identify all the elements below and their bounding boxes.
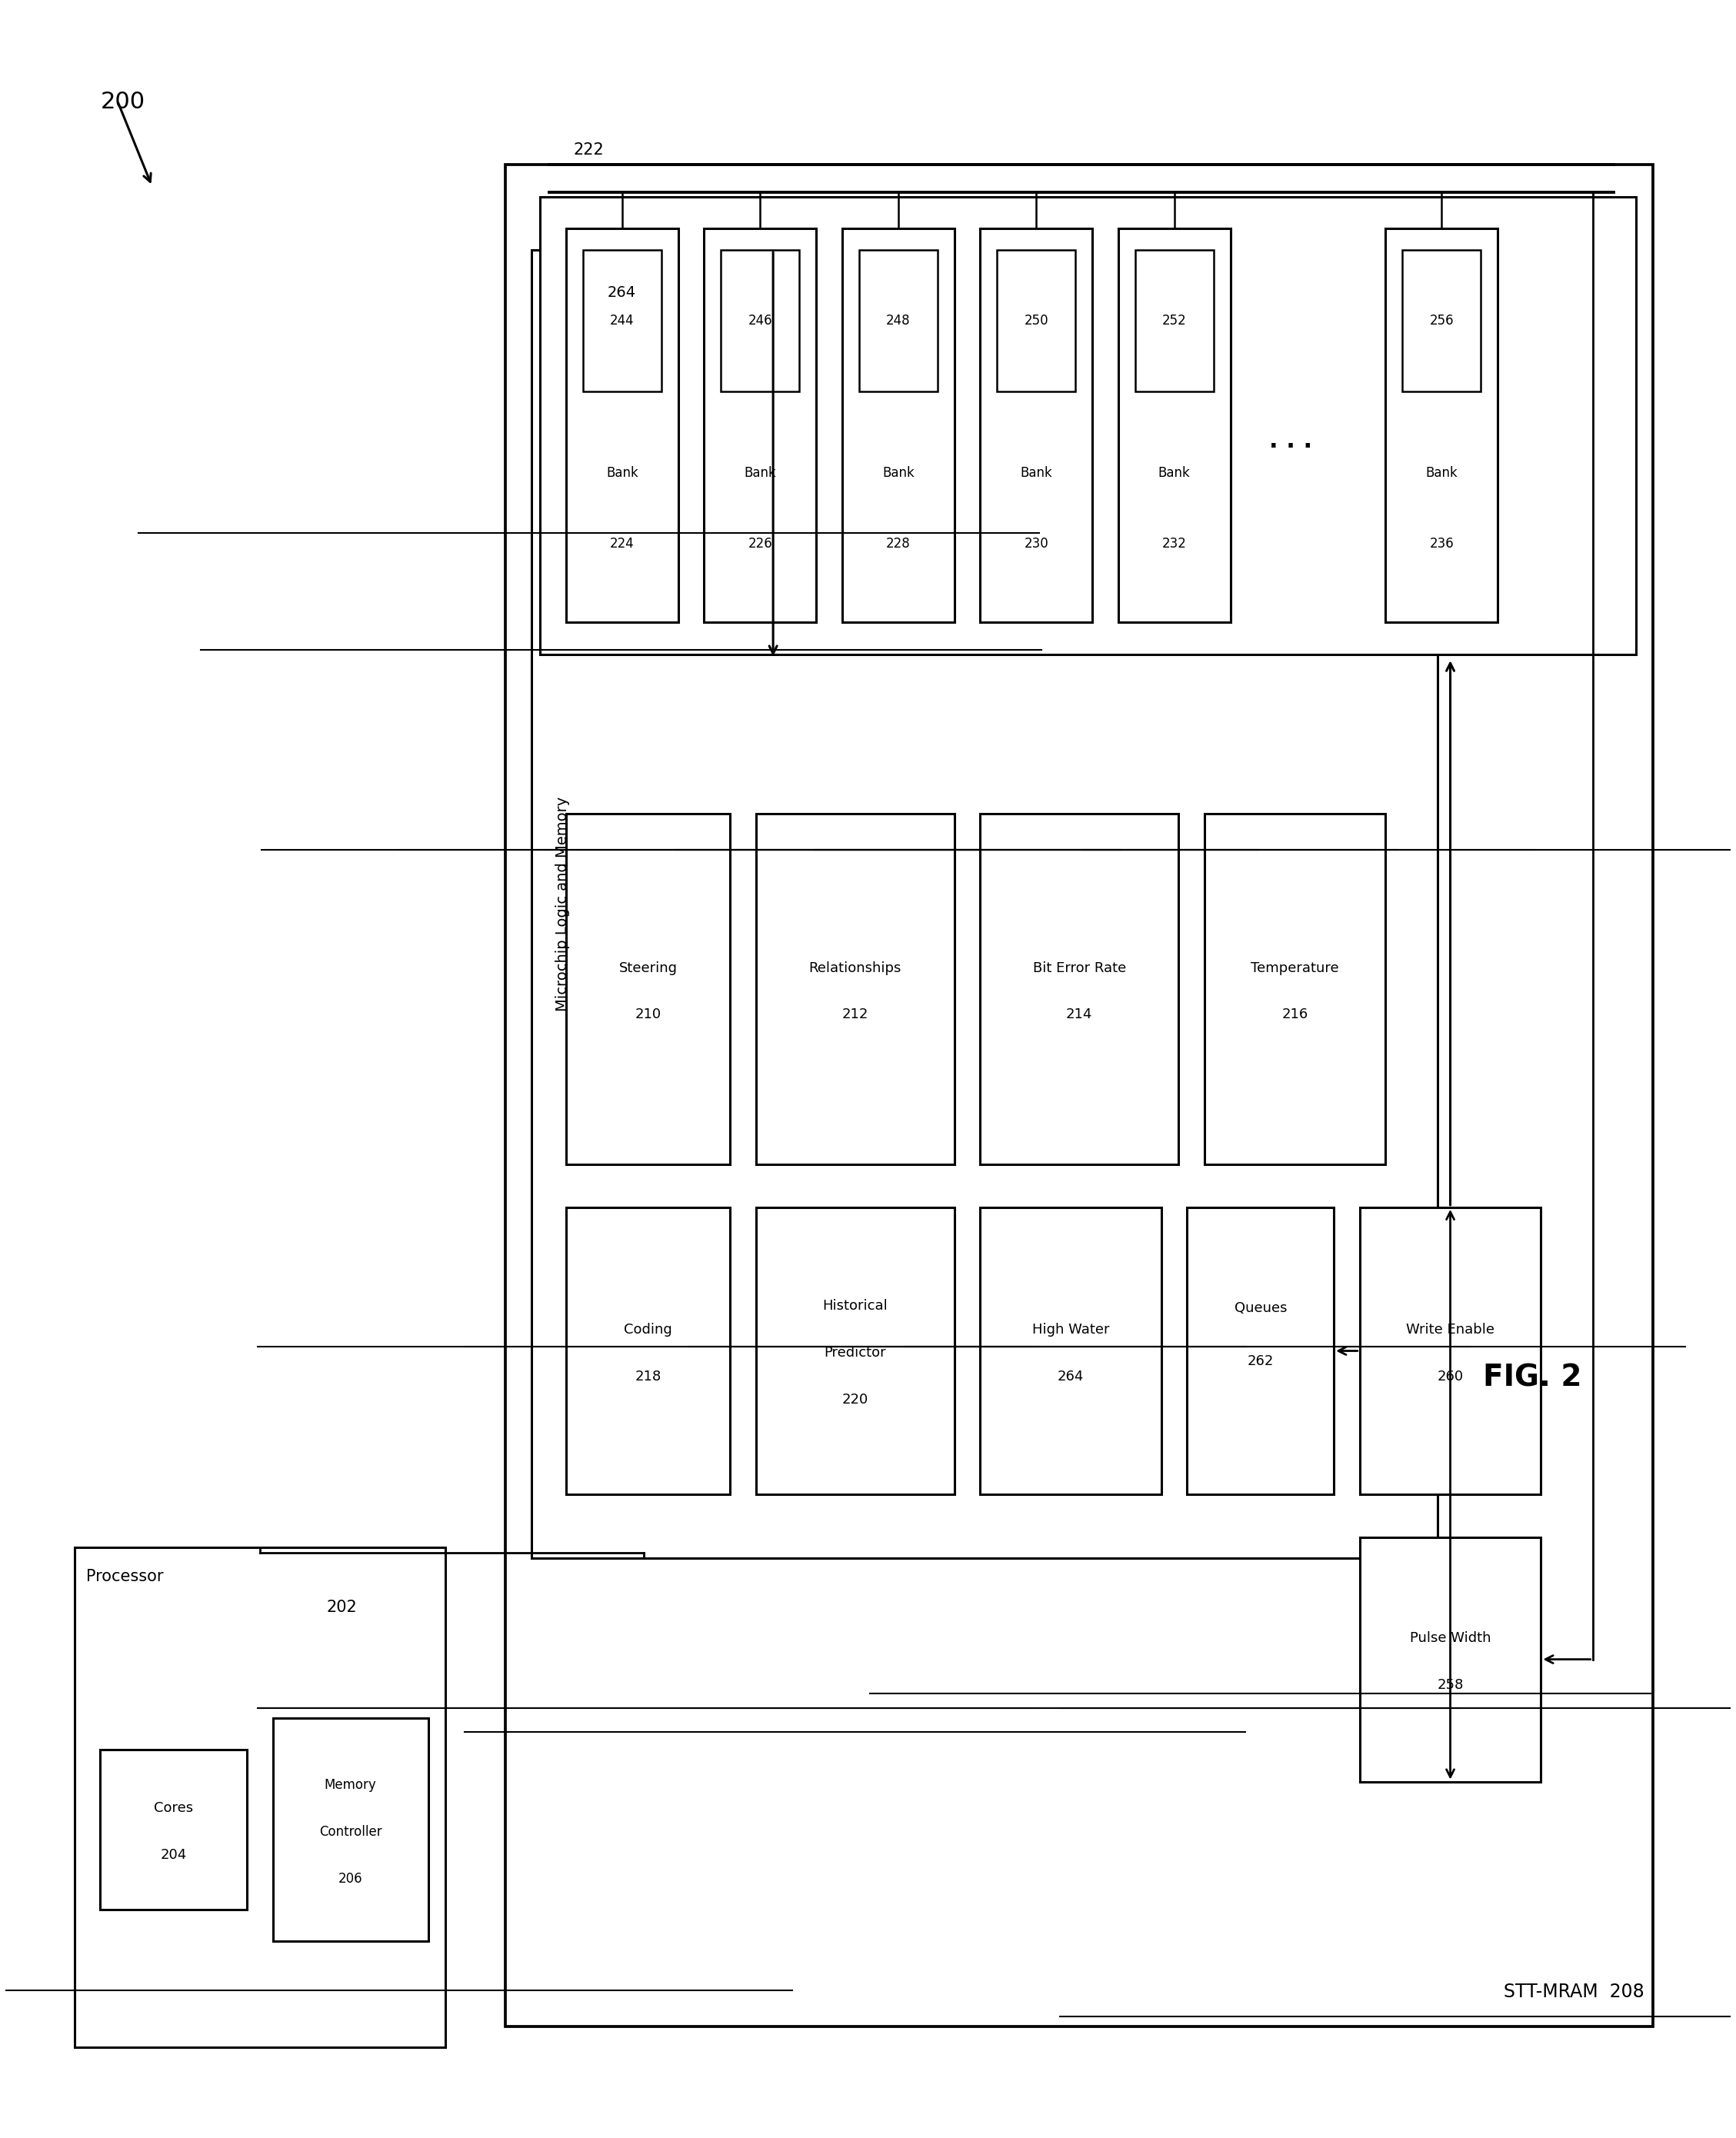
Text: 212: 212 xyxy=(842,1007,868,1022)
Text: 224: 224 xyxy=(609,537,634,549)
Text: Pulse Width: Pulse Width xyxy=(1410,1631,1491,1644)
Bar xyxy=(505,165,1653,2027)
Text: 230: 230 xyxy=(1024,537,1049,549)
Text: Controller: Controller xyxy=(319,1824,382,1839)
Text: Queues: Queues xyxy=(1234,1302,1286,1315)
Text: 264: 264 xyxy=(608,284,635,299)
Bar xyxy=(1359,1537,1542,1781)
Text: 228: 228 xyxy=(885,537,910,549)
Bar xyxy=(1118,229,1231,622)
Bar xyxy=(720,250,799,391)
Bar xyxy=(101,1749,247,1909)
Bar xyxy=(566,815,729,1165)
Text: Temperature: Temperature xyxy=(1252,960,1338,975)
Bar xyxy=(273,1717,429,1941)
Bar xyxy=(75,1548,446,2048)
Text: 246: 246 xyxy=(748,314,773,327)
Bar xyxy=(1403,250,1481,391)
Text: Bit Error Rate: Bit Error Rate xyxy=(1033,960,1127,975)
Bar xyxy=(859,250,937,391)
Text: FIG. 2: FIG. 2 xyxy=(1483,1362,1581,1392)
Bar xyxy=(540,197,1635,654)
Text: 214: 214 xyxy=(1066,1007,1092,1022)
Text: 210: 210 xyxy=(635,1007,661,1022)
Text: Historical: Historical xyxy=(823,1300,887,1313)
Text: Bank: Bank xyxy=(745,466,776,479)
Text: Predictor: Predictor xyxy=(825,1347,885,1360)
Bar xyxy=(1135,250,1213,391)
Text: 232: 232 xyxy=(1161,537,1186,549)
Bar xyxy=(1359,1208,1542,1494)
Text: 222: 222 xyxy=(573,143,604,158)
Bar xyxy=(755,815,955,1165)
Text: 216: 216 xyxy=(1281,1007,1309,1022)
Text: Bank: Bank xyxy=(1021,466,1052,479)
Text: Write Enable: Write Enable xyxy=(1406,1323,1495,1336)
Text: Processor: Processor xyxy=(87,1569,163,1584)
Bar xyxy=(705,229,816,622)
Text: 252: 252 xyxy=(1161,314,1186,327)
Text: Bank: Bank xyxy=(1425,466,1458,479)
Text: 226: 226 xyxy=(748,537,773,549)
Bar xyxy=(566,1208,729,1494)
Text: . . .: . . . xyxy=(1269,430,1312,453)
Text: 236: 236 xyxy=(1429,537,1453,549)
Text: Memory: Memory xyxy=(325,1779,377,1792)
Text: Bank: Bank xyxy=(882,466,915,479)
Text: 218: 218 xyxy=(635,1370,661,1383)
Text: Microchip Logic and Memory: Microchip Logic and Memory xyxy=(556,797,569,1011)
Text: 200: 200 xyxy=(101,90,144,113)
Text: 244: 244 xyxy=(609,314,634,327)
Text: 262: 262 xyxy=(1246,1355,1274,1368)
Text: 204: 204 xyxy=(160,1847,187,1862)
Bar xyxy=(755,1208,955,1494)
Text: Bank: Bank xyxy=(606,466,639,479)
Text: 202: 202 xyxy=(326,1599,358,1614)
Bar xyxy=(531,250,1437,1559)
Text: 248: 248 xyxy=(885,314,910,327)
Text: Steering: Steering xyxy=(618,960,677,975)
Text: Coding: Coding xyxy=(623,1323,672,1336)
Text: STT-MRAM  208: STT-MRAM 208 xyxy=(1503,1982,1644,2001)
Text: High Water: High Water xyxy=(1033,1323,1109,1336)
Text: 250: 250 xyxy=(1024,314,1049,327)
Bar xyxy=(1205,815,1385,1165)
Bar xyxy=(566,229,679,622)
Text: Bank: Bank xyxy=(1158,466,1191,479)
Text: 258: 258 xyxy=(1437,1678,1463,1691)
Text: 220: 220 xyxy=(842,1392,868,1407)
Text: 256: 256 xyxy=(1429,314,1453,327)
Bar xyxy=(981,1208,1161,1494)
Text: 260: 260 xyxy=(1437,1370,1463,1383)
Bar xyxy=(996,250,1076,391)
Bar xyxy=(1187,1208,1333,1494)
Bar xyxy=(981,229,1092,622)
Text: Relationships: Relationships xyxy=(809,960,901,975)
Text: 264: 264 xyxy=(1057,1370,1083,1383)
Bar xyxy=(1385,229,1498,622)
Bar xyxy=(842,229,955,622)
Bar xyxy=(981,815,1179,1165)
Text: Cores: Cores xyxy=(155,1802,193,1815)
Text: 206: 206 xyxy=(339,1871,363,1886)
Bar xyxy=(583,250,661,391)
